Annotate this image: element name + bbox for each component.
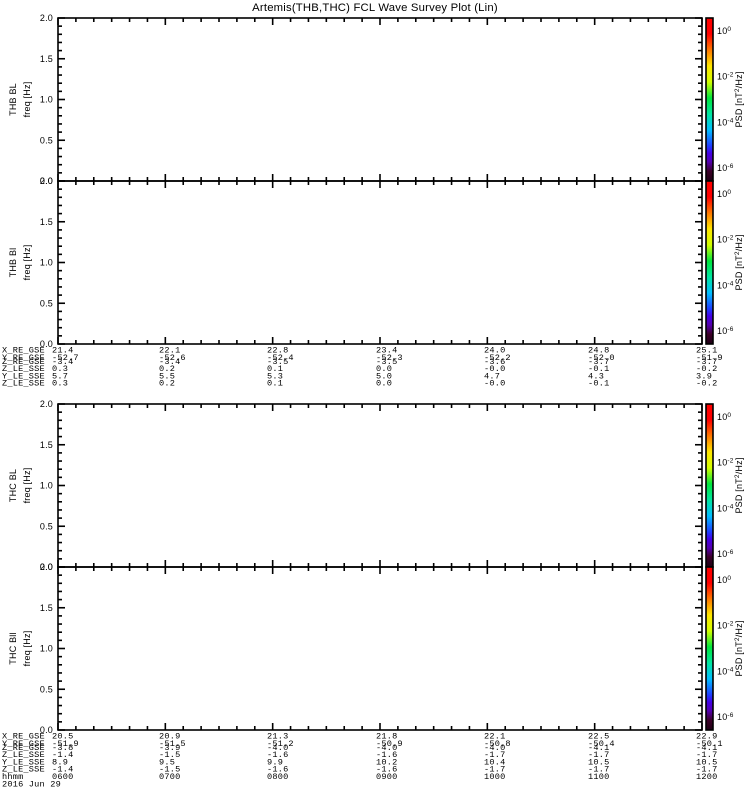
svg-text:1.0: 1.0: [40, 95, 53, 105]
svg-text:THC BL: THC BL: [8, 469, 18, 502]
svg-text:0700: 0700: [159, 772, 180, 782]
svg-text:2.0: 2.0: [40, 399, 53, 409]
svg-text:1.0: 1.0: [40, 481, 53, 491]
svg-text:Z_LE_SSE: Z_LE_SSE: [2, 379, 45, 389]
svg-text:0.1: 0.1: [267, 379, 283, 389]
svg-text:0.5: 0.5: [40, 521, 53, 531]
svg-text:0.0: 0.0: [376, 379, 392, 389]
svg-text:1.5: 1.5: [40, 603, 53, 613]
svg-text:1200: 1200: [696, 772, 717, 782]
svg-text:THC Bll: THC Bll: [8, 632, 18, 664]
svg-text:1.5: 1.5: [40, 440, 53, 450]
svg-text:0800: 0800: [267, 772, 288, 782]
svg-text:freq [Hz]: freq [Hz]: [22, 245, 32, 281]
svg-text:PSD [nT2/Hz]: PSD [nT2/Hz]: [734, 234, 745, 290]
svg-text:-0.0: -0.0: [484, 379, 505, 389]
svg-text:Artemis(THB,THC) FCL Wave Surv: Artemis(THB,THC) FCL Wave Survey Plot (L…: [252, 2, 498, 14]
svg-text:1.5: 1.5: [40, 54, 53, 64]
svg-text:0900: 0900: [376, 772, 397, 782]
svg-text:0.3: 0.3: [52, 379, 68, 389]
svg-text:PSD [nT2/Hz]: PSD [nT2/Hz]: [734, 71, 745, 127]
svg-text:THB BL: THB BL: [8, 83, 18, 116]
svg-text:1.5: 1.5: [40, 217, 53, 227]
svg-text:THB Bl: THB Bl: [8, 248, 18, 278]
svg-text:0.5: 0.5: [40, 298, 53, 308]
svg-text:-0.2: -0.2: [696, 379, 717, 389]
svg-text:2.0: 2.0: [40, 176, 53, 186]
svg-text:0.5: 0.5: [40, 135, 53, 145]
svg-text:1.0: 1.0: [40, 258, 53, 268]
svg-text:PSD [nT2/Hz]: PSD [nT2/Hz]: [734, 457, 745, 513]
svg-text:PSD [nT2/Hz]: PSD [nT2/Hz]: [734, 620, 745, 676]
svg-text:2.0: 2.0: [40, 562, 53, 572]
svg-text:1100: 1100: [588, 772, 609, 782]
svg-text:freq [Hz]: freq [Hz]: [22, 631, 32, 667]
svg-text:2016 Jun 29: 2016 Jun 29: [2, 779, 61, 789]
svg-text:freq [Hz]: freq [Hz]: [22, 468, 32, 504]
svg-text:1000: 1000: [484, 772, 505, 782]
svg-text:freq [Hz]: freq [Hz]: [22, 82, 32, 118]
svg-text:-0.1: -0.1: [588, 379, 609, 389]
svg-text:1.0: 1.0: [40, 644, 53, 654]
svg-text:2.0: 2.0: [40, 13, 53, 23]
svg-text:0.2: 0.2: [159, 379, 175, 389]
svg-text:0.5: 0.5: [40, 684, 53, 694]
